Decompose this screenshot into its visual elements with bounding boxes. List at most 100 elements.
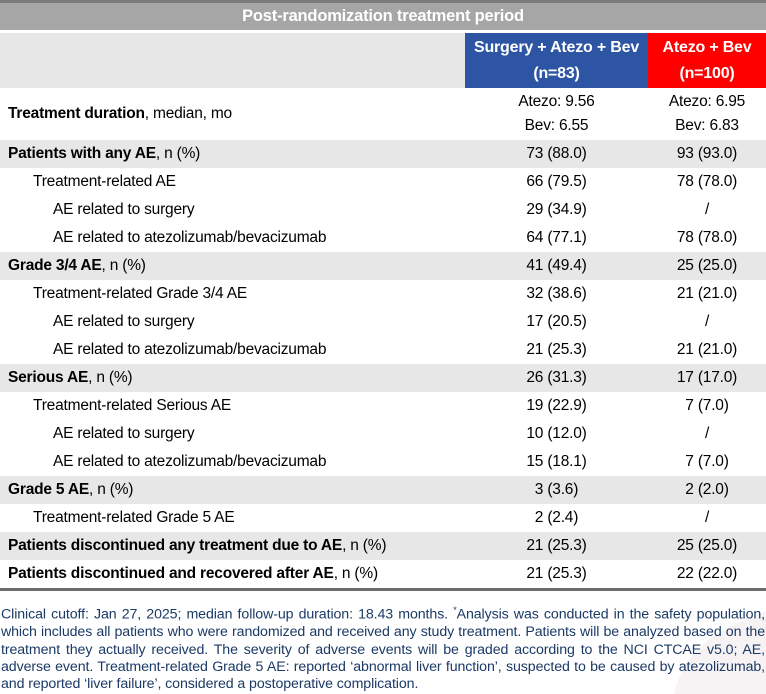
table-row-discontinued-recovered: Patients discontinued and recovered afte…	[0, 560, 766, 588]
table-row: AE related to surgery 29 (34.9) /	[0, 196, 766, 224]
value-col2: 7 (7.0)	[685, 397, 729, 414]
row-label-rest: , n (%)	[89, 481, 134, 498]
column-header-atezo-bev: Atezo + Bev (n=100)	[648, 33, 766, 88]
row-label-rest: , n (%)	[342, 537, 387, 554]
table-row-patients-any-ae: Patients with any AE, n (%) 73 (88.0) 93…	[0, 140, 766, 168]
table-title-bar: Post-randomization treatment period	[0, 0, 766, 30]
row-label: Patients discontinued any treatment due …	[0, 537, 465, 555]
footnote-cutoff: Clinical cutoff: Jan 27, 2025; median fo…	[1, 606, 454, 623]
row-label: AE related to surgery	[53, 425, 195, 442]
value-atezo: Atezo: 9.56	[518, 92, 595, 110]
value-col2: 2 (2.0)	[685, 481, 729, 498]
row-label: AE related to surgery	[53, 313, 195, 330]
row-label-bold: Patients discontinued and recovered afte…	[8, 565, 334, 582]
table-title: Post-randomization treatment period	[242, 7, 524, 25]
row-label-bold: Patients with any AE	[8, 145, 156, 162]
value-bev: Bev: 6.83	[675, 117, 739, 134]
row-label-rest: , n (%)	[333, 565, 378, 582]
row-label: Serious AE, n (%)	[0, 369, 465, 387]
row-label: Treatment-related Grade 3/4 AE	[33, 285, 247, 302]
column-header-empty	[0, 33, 465, 88]
row-label: Treatment-related AE	[33, 173, 176, 190]
table-row: AE related to atezolizumab/bevacizumab 2…	[0, 336, 766, 364]
table-row-treatment-duration: Treatment duration, median, mo Atezo: 9.…	[0, 88, 766, 140]
value-col1: 2 (2.4)	[534, 509, 579, 526]
value-col1: 3 (3.6)	[534, 481, 579, 498]
value-col1: 32 (38.6)	[526, 285, 587, 302]
row-label: AE related to atezolizumab/bevacizumab	[53, 229, 327, 246]
value-col1: 17 (20.5)	[526, 313, 587, 330]
value-col1: 10 (12.0)	[526, 425, 587, 442]
row-label-bold: Treatment duration	[8, 105, 145, 122]
value-col2: 25 (25.0)	[676, 537, 738, 554]
table-row: Treatment-related Grade 3/4 AE 32 (38.6)…	[0, 280, 766, 308]
value-col2: 17 (17.0)	[676, 369, 738, 386]
row-label-bold: Grade 5 AE	[8, 481, 89, 498]
value-col2: /	[704, 425, 710, 442]
table-row-grade-3-4-ae: Grade 3/4 AE, n (%) 41 (49.4) 25 (25.0)	[0, 252, 766, 280]
row-label-rest: , n (%)	[101, 257, 146, 274]
table-row-serious-ae: Serious AE, n (%) 26 (31.3) 17 (17.0)	[0, 364, 766, 392]
value-col1: 64 (77.1)	[526, 229, 587, 246]
value-col1: 66 (79.5)	[526, 173, 587, 190]
column-header-arm-n: (n=83)	[533, 64, 580, 82]
value-col2: /	[704, 313, 710, 330]
row-label: Treatment duration, median, mo	[0, 105, 465, 123]
value-col1: 73 (88.0)	[526, 145, 587, 162]
table-row: Treatment-related AE 66 (79.5) 78 (78.0)	[0, 168, 766, 196]
decorative-swoosh	[667, 605, 766, 694]
value-col1: 19 (22.9)	[526, 397, 587, 414]
column-header-surgery-atezo-bev: Surgery + Atezo + Bev (n=83)	[465, 33, 648, 88]
row-label: AE related to atezolizumab/bevacizumab	[53, 453, 327, 470]
table-bottom-rule	[0, 588, 766, 591]
table-row: AE related to surgery 10 (12.0) /	[0, 420, 766, 448]
column-header-arm-n: (n=100)	[679, 64, 735, 82]
value-bev: Bev: 6.55	[524, 117, 589, 134]
table-row: AE related to atezolizumab/bevacizumab 1…	[0, 448, 766, 476]
value-col2: Atezo: 6.95 Bev: 6.83	[648, 90, 766, 138]
row-label: Treatment-related Serious AE	[33, 397, 232, 414]
value-col2: /	[704, 509, 710, 526]
table-row: Treatment-related Grade 5 AE 2 (2.4) /	[0, 504, 766, 532]
table-row-discontinued-due-to-ae: Patients discontinued any treatment due …	[0, 532, 766, 560]
value-col1: 15 (18.1)	[526, 453, 587, 470]
value-col1: 21 (25.3)	[526, 537, 587, 554]
row-label-bold: Serious AE	[8, 369, 89, 386]
footnote: Clinical cutoff: Jan 27, 2025; median fo…	[0, 602, 766, 694]
table-row: AE related to surgery 17 (20.5) /	[0, 308, 766, 336]
column-header-arm-name: Surgery + Atezo + Bev	[473, 38, 640, 56]
value-col2: 21 (21.0)	[676, 341, 738, 358]
value-col2: 78 (78.0)	[676, 229, 738, 246]
value-col1: 29 (34.9)	[526, 201, 587, 218]
value-col2: 21 (21.0)	[676, 285, 738, 302]
value-col2: /	[704, 201, 710, 218]
row-label: Grade 5 AE, n (%)	[0, 481, 465, 499]
value-col1: 26 (31.3)	[526, 369, 587, 386]
value-col1: 41 (49.4)	[526, 257, 587, 274]
row-label-bold: Patients discontinued any treatment due …	[8, 537, 343, 554]
footnote-asterisk: *	[453, 605, 457, 615]
row-label: Patients discontinued and recovered afte…	[0, 565, 465, 583]
value-atezo: Atezo: 6.95	[668, 92, 746, 110]
row-label-rest: , median, mo	[144, 105, 232, 122]
row-label-rest: , n (%)	[88, 369, 133, 386]
footnote-analysis: Analysis was conducted in the safety pop…	[1, 606, 765, 693]
table-row: Treatment-related Serious AE 19 (22.9) 7…	[0, 392, 766, 420]
row-label: AE related to atezolizumab/bevacizumab	[53, 341, 327, 358]
table-row: AE related to atezolizumab/bevacizumab 6…	[0, 224, 766, 252]
value-col1: Atezo: 9.56 Bev: 6.55	[465, 90, 648, 138]
column-header-arm-name: Atezo + Bev	[662, 38, 752, 56]
table-header-row: Surgery + Atezo + Bev (n=83) Atezo + Bev…	[0, 33, 766, 88]
row-label: AE related to surgery	[53, 201, 195, 218]
value-col2: 25 (25.0)	[676, 257, 738, 274]
value-col2: 7 (7.0)	[685, 453, 729, 470]
row-label: Grade 3/4 AE, n (%)	[0, 257, 465, 275]
value-col2: 93 (93.0)	[676, 145, 738, 162]
value-col1: 21 (25.3)	[526, 565, 587, 582]
value-col1: 21 (25.3)	[526, 341, 587, 358]
row-label-rest: , n (%)	[155, 145, 201, 162]
table-row-grade-5-ae: Grade 5 AE, n (%) 3 (3.6) 2 (2.0)	[0, 476, 766, 504]
value-col2: 22 (22.0)	[676, 565, 738, 582]
row-label: Treatment-related Grade 5 AE	[33, 509, 235, 526]
